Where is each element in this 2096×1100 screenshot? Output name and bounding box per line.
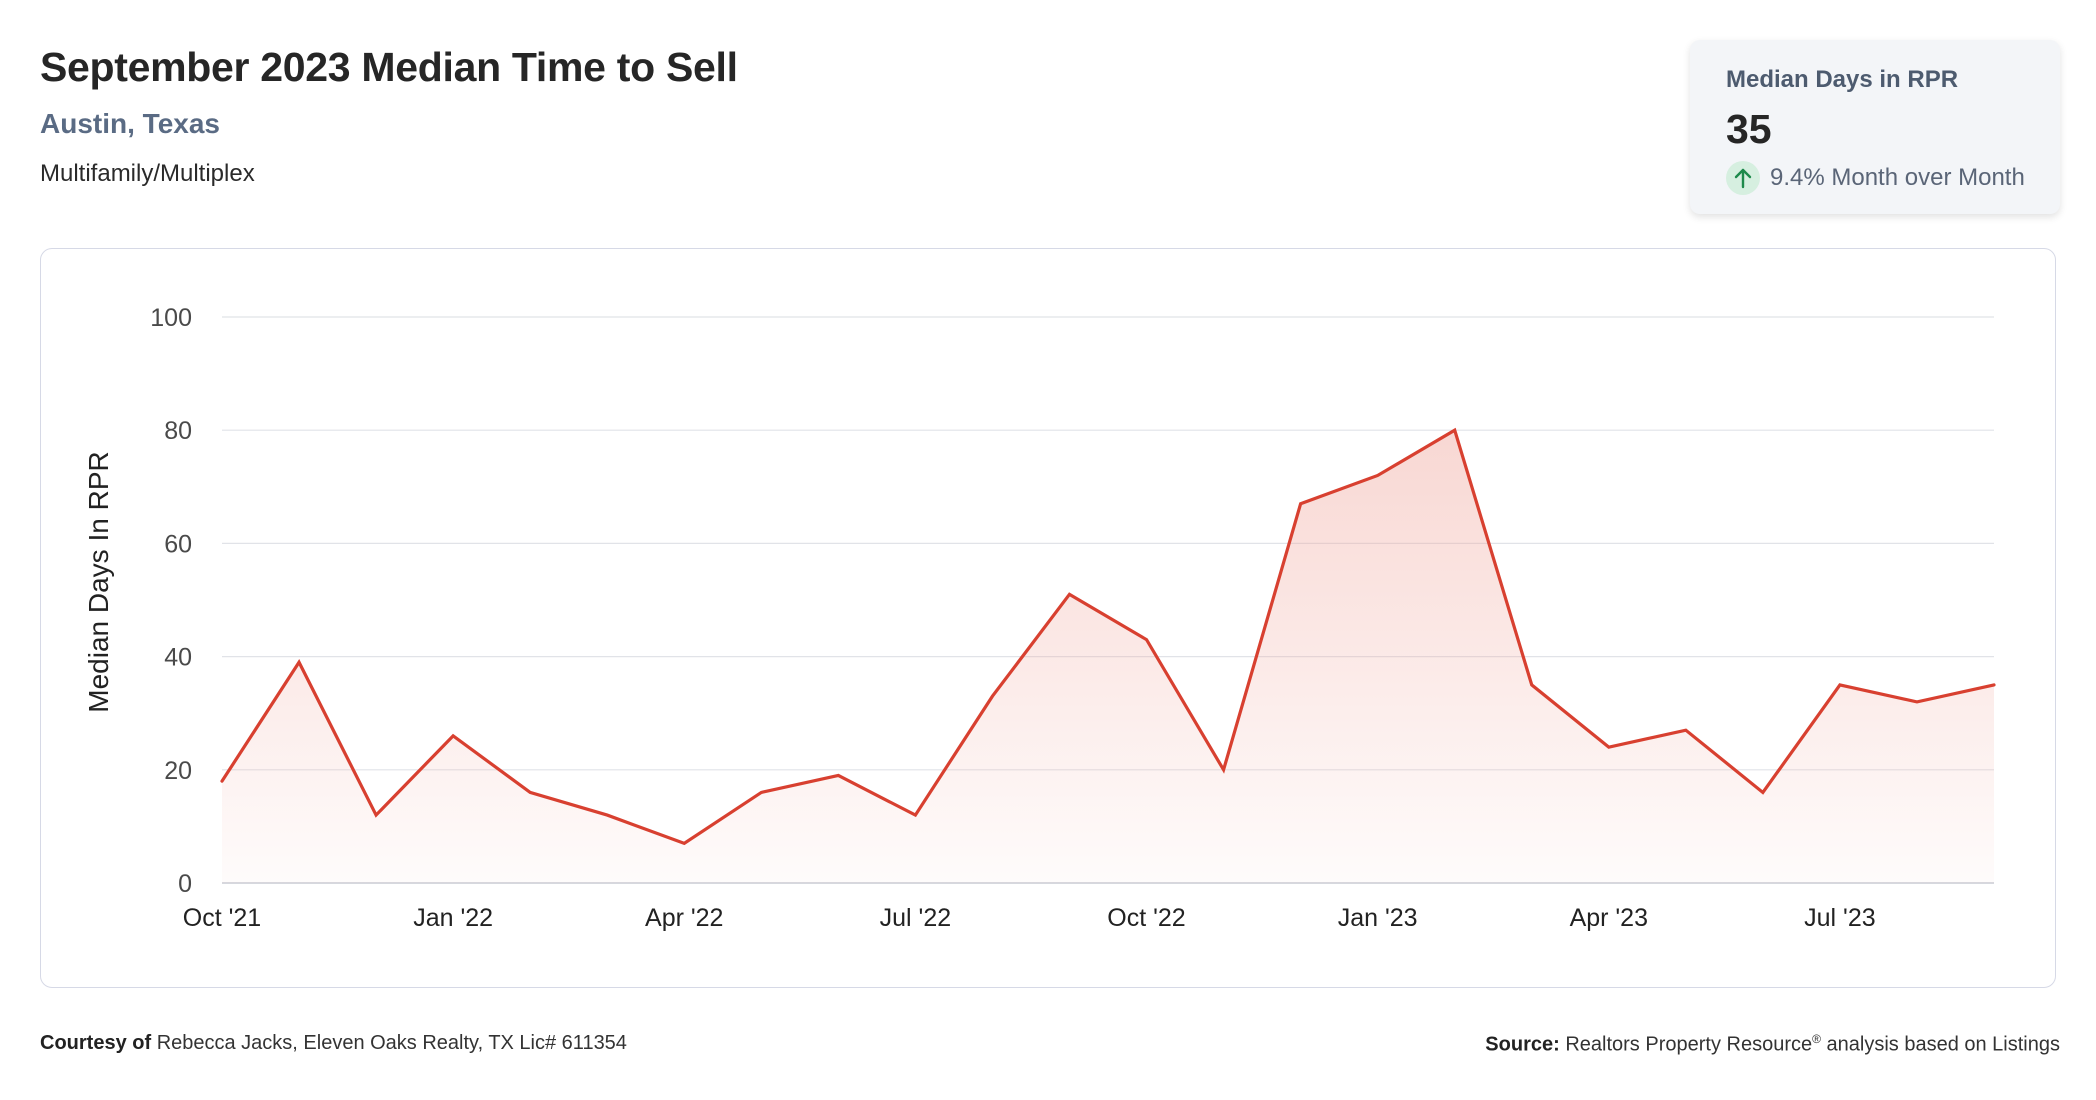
y-tick-label: 100 bbox=[150, 304, 192, 332]
y-tick-label: 20 bbox=[164, 757, 192, 785]
data-point bbox=[1684, 728, 1688, 732]
location-label: Austin, Texas bbox=[40, 108, 220, 139]
stat-value: 35 bbox=[1726, 106, 1772, 152]
data-point bbox=[990, 694, 994, 698]
data-point bbox=[220, 779, 224, 783]
x-tick-label: Apr '23 bbox=[1570, 904, 1648, 932]
data-point bbox=[297, 660, 301, 664]
source-footer: Source: Realtors Property Resource® anal… bbox=[1485, 1032, 2060, 1057]
y-tick-label: 80 bbox=[164, 417, 192, 445]
data-point bbox=[1222, 768, 1226, 772]
data-point bbox=[1453, 428, 1457, 432]
series-line bbox=[220, 427, 1996, 846]
courtesy-footer: Courtesy of Rebecca Jacks, Eleven Oaks R… bbox=[40, 1032, 627, 1055]
stat-label: Median Days in RPR bbox=[1726, 66, 1959, 93]
property-type-label: Multifamily/Multiplex bbox=[40, 160, 255, 187]
data-point bbox=[836, 773, 840, 777]
data-point bbox=[451, 734, 455, 738]
data-point bbox=[528, 790, 532, 794]
stat-card: Median Days in RPR 35 9.4% Month over Mo… bbox=[1690, 40, 2060, 214]
x-tick-label: Jul '23 bbox=[1804, 904, 1875, 932]
data-point bbox=[374, 813, 378, 817]
y-axis-label: Median Days In RPR bbox=[83, 451, 114, 712]
data-point bbox=[1838, 683, 1842, 687]
page-title: September 2023 Median Time to Sell bbox=[40, 44, 738, 90]
registered-mark: ® bbox=[1812, 1032, 1821, 1046]
courtesy-label: Courtesy of bbox=[40, 1032, 152, 1054]
data-point bbox=[605, 813, 609, 817]
data-point bbox=[682, 841, 686, 845]
data-point bbox=[759, 790, 763, 794]
area-fill bbox=[222, 430, 1994, 883]
x-tick-label: Jan '23 bbox=[1338, 904, 1418, 932]
y-tick-label: 0 bbox=[178, 870, 192, 898]
stat-change-text: 9.4% Month over Month bbox=[1770, 164, 2025, 191]
data-point bbox=[1376, 473, 1380, 477]
arrow-up-icon bbox=[1726, 161, 1760, 195]
data-point bbox=[1992, 683, 1996, 687]
data-point bbox=[913, 813, 917, 817]
data-point bbox=[1761, 790, 1765, 794]
source-label: Source: bbox=[1485, 1033, 1560, 1056]
chart-card: 0 20 40 60 80 100 Median Days In RPR Oct '21 Jan… bbox=[40, 248, 2056, 988]
x-tick-label: Jan '22 bbox=[413, 904, 493, 932]
data-point bbox=[1299, 502, 1303, 506]
source-text-suffix: analysis based on Listings bbox=[1826, 1033, 2060, 1056]
data-point bbox=[1145, 638, 1149, 642]
y-tick-label: 60 bbox=[164, 530, 192, 558]
data-point bbox=[1915, 700, 1919, 704]
x-tick-label: Oct '22 bbox=[1107, 904, 1185, 932]
line-chart: 0 20 40 60 80 100 Median Days In RPR Oct '21 Jan… bbox=[83, 304, 1996, 932]
data-point bbox=[1530, 683, 1534, 687]
courtesy-text: Rebecca Jacks, Eleven Oaks Realty, TX Li… bbox=[156, 1032, 627, 1054]
data-point bbox=[1067, 592, 1071, 596]
y-tick-label: 40 bbox=[164, 644, 192, 672]
x-tick-label: Oct '21 bbox=[183, 904, 261, 932]
x-tick-label: Jul '22 bbox=[880, 904, 951, 932]
source-text: Realtors Property Resource bbox=[1565, 1033, 1813, 1056]
x-tick-label: Apr '22 bbox=[645, 904, 723, 932]
data-point bbox=[1607, 745, 1611, 749]
stat-change: 9.4% Month over Month bbox=[1726, 161, 2060, 195]
